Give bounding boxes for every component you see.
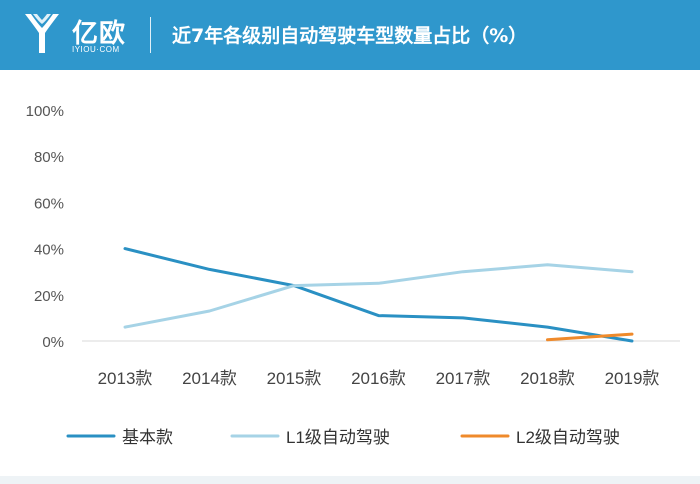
legend-label-1: 基本款: [122, 428, 173, 447]
x-tick-label: 2018款: [520, 369, 575, 388]
x-axis-ticks: 2013款 2014款 2015款 2016款 2017款 2018款 2019款: [98, 369, 660, 388]
series-line-1: [123, 247, 634, 343]
legend-label-3: L2级自动驾驶: [516, 428, 620, 447]
x-tick-label: 2016款: [351, 369, 406, 388]
y-tick-label: 0%: [42, 334, 64, 351]
logo-text-en: IYIOU·COM: [72, 45, 120, 54]
series-line-2: [123, 263, 634, 329]
y-axis-ticks: 0% 20% 40% 60% 80% 100%: [26, 103, 64, 351]
legend: 基本款 L1级自动驾驶 L2级自动驾驶: [66, 428, 620, 447]
y-tick-label: 20%: [34, 288, 64, 305]
x-tick-label: 2015款: [267, 369, 322, 388]
logo-y-icon: [25, 14, 59, 53]
logo-text-cn: 亿欧: [72, 19, 127, 49]
y-tick-label: 60%: [34, 195, 64, 212]
series-lines: [123, 247, 634, 343]
series-line-3: [546, 332, 634, 342]
x-tick-label: 2017款: [436, 369, 491, 388]
x-tick-label: 2013款: [98, 369, 153, 388]
y-tick-label: 80%: [34, 149, 64, 166]
header-bar: 亿欧 IYIOU·COM 近7年各级别自动驾驶车型数量占比（%）: [0, 0, 700, 70]
chart-area: 0% 20% 40% 60% 80% 100% 2013款 2014款 2015款 2016款 2…: [0, 70, 700, 484]
y-tick-label: 40%: [34, 242, 64, 259]
legend-label-2: L1级自动驾驶: [286, 428, 390, 447]
line-chart: 0%20%40%60%80%100% 2013款 2014款 2015款 2016款 2…: [26, 103, 680, 447]
y-tick-label: 100%: [26, 103, 64, 120]
header-divider: [150, 17, 151, 53]
x-tick-label: 2019款: [605, 369, 660, 388]
x-tick-label: 2014款: [182, 369, 237, 388]
bottom-band: [0, 476, 700, 484]
logo: 亿欧 IYIOU·COM: [22, 9, 132, 61]
page-title: 近7年各级别自动驾驶车型数量占比（%）: [172, 25, 528, 47]
